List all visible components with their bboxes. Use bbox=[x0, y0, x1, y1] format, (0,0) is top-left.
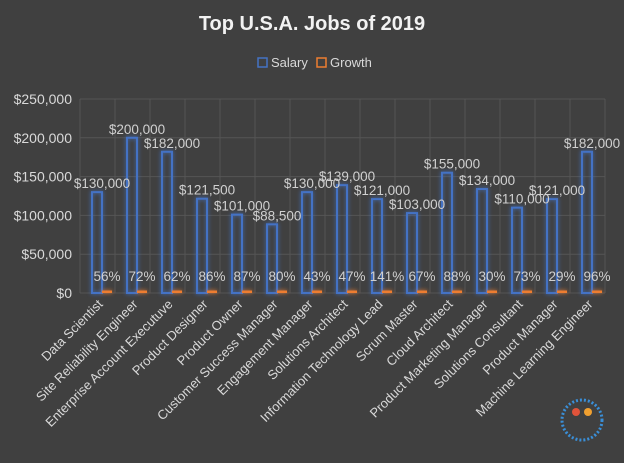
data-label-salary: $200,000 bbox=[109, 122, 165, 137]
bar-salary bbox=[336, 184, 348, 294]
data-label-salary: $121,000 bbox=[529, 183, 585, 198]
data-label-growth: 56% bbox=[93, 269, 120, 284]
data-label-salary: $139,000 bbox=[319, 169, 375, 184]
bar-growth bbox=[487, 290, 497, 293]
bar-growth bbox=[137, 290, 147, 293]
data-label-growth: 86% bbox=[198, 269, 225, 284]
data-label-salary: $110,000 bbox=[494, 192, 549, 207]
data-label-salary: $101,000 bbox=[214, 199, 270, 214]
data-label-growth: 80% bbox=[268, 269, 295, 284]
data-label-salary: $182,000 bbox=[564, 136, 620, 151]
data-label-growth: 29% bbox=[548, 269, 575, 284]
data-label-growth: 141% bbox=[370, 269, 405, 284]
logo-icon bbox=[560, 398, 604, 442]
bar-growth bbox=[557, 290, 567, 293]
data-label-salary: $155,000 bbox=[424, 157, 480, 172]
chart-title: Top U.S.A. Jobs of 2019 bbox=[199, 13, 425, 35]
bar-salary bbox=[266, 223, 278, 295]
bar-growth bbox=[312, 290, 322, 293]
legend-swatch-growth bbox=[316, 57, 327, 68]
bar-salary bbox=[161, 150, 173, 294]
bar-growth bbox=[277, 290, 287, 293]
data-label-growth: 73% bbox=[513, 269, 540, 284]
bar-salary bbox=[406, 212, 418, 295]
bar-growth bbox=[207, 290, 217, 293]
bar-salary bbox=[231, 213, 243, 294]
data-label-growth: 43% bbox=[303, 269, 330, 284]
bar-growth bbox=[417, 290, 427, 293]
y-tick-label: $150,000 bbox=[14, 169, 73, 185]
bar-salary bbox=[441, 171, 453, 294]
data-label-salary: $134,000 bbox=[459, 173, 515, 188]
data-label-salary: $103,000 bbox=[389, 197, 445, 212]
data-label-growth: 47% bbox=[338, 269, 365, 284]
bar-growth bbox=[172, 290, 182, 293]
data-label-growth: 62% bbox=[163, 269, 190, 284]
y-tick-label: $50,000 bbox=[21, 246, 72, 262]
bar-salary bbox=[371, 198, 383, 295]
legend-label-salary: Salary bbox=[271, 55, 308, 70]
bar-growth bbox=[522, 290, 532, 293]
bar-salary bbox=[546, 198, 558, 295]
y-tick-label: $0 bbox=[56, 285, 72, 301]
data-label-salary: $88,500 bbox=[253, 208, 302, 223]
bar-growth bbox=[382, 290, 392, 293]
bar-growth bbox=[452, 290, 462, 293]
bar-growth bbox=[592, 290, 602, 293]
bar-salary bbox=[511, 206, 523, 294]
bar-salary bbox=[301, 191, 313, 294]
data-label-salary: $182,000 bbox=[144, 136, 200, 151]
bar-salary bbox=[581, 150, 593, 294]
data-label-growth: 88% bbox=[443, 269, 470, 284]
bar-salary bbox=[91, 191, 103, 294]
data-label-growth: 67% bbox=[408, 269, 435, 284]
data-label-growth: 87% bbox=[233, 269, 260, 284]
data-label-growth: 96% bbox=[583, 269, 610, 284]
bar-salary bbox=[476, 188, 488, 295]
bar-growth bbox=[102, 290, 112, 293]
data-label-salary: $121,000 bbox=[354, 183, 410, 198]
data-label-salary: $130,000 bbox=[74, 176, 130, 191]
bar-growth bbox=[347, 290, 357, 293]
legend-label-growth: Growth bbox=[330, 55, 372, 70]
bar-salary bbox=[126, 136, 138, 294]
y-tick-label: $100,000 bbox=[14, 207, 73, 223]
data-label-growth: 30% bbox=[478, 269, 505, 284]
legend: Salary Growth bbox=[257, 55, 372, 70]
y-tick-label: $200,000 bbox=[14, 130, 73, 146]
data-label-salary: $121,500 bbox=[179, 183, 235, 198]
data-label-salary: $130,000 bbox=[284, 176, 340, 191]
bar-growth bbox=[242, 290, 252, 293]
legend-swatch-salary bbox=[257, 57, 268, 68]
data-label-growth: 72% bbox=[128, 269, 155, 284]
y-tick-label: $250,000 bbox=[14, 91, 73, 107]
bar-salary bbox=[196, 197, 208, 294]
